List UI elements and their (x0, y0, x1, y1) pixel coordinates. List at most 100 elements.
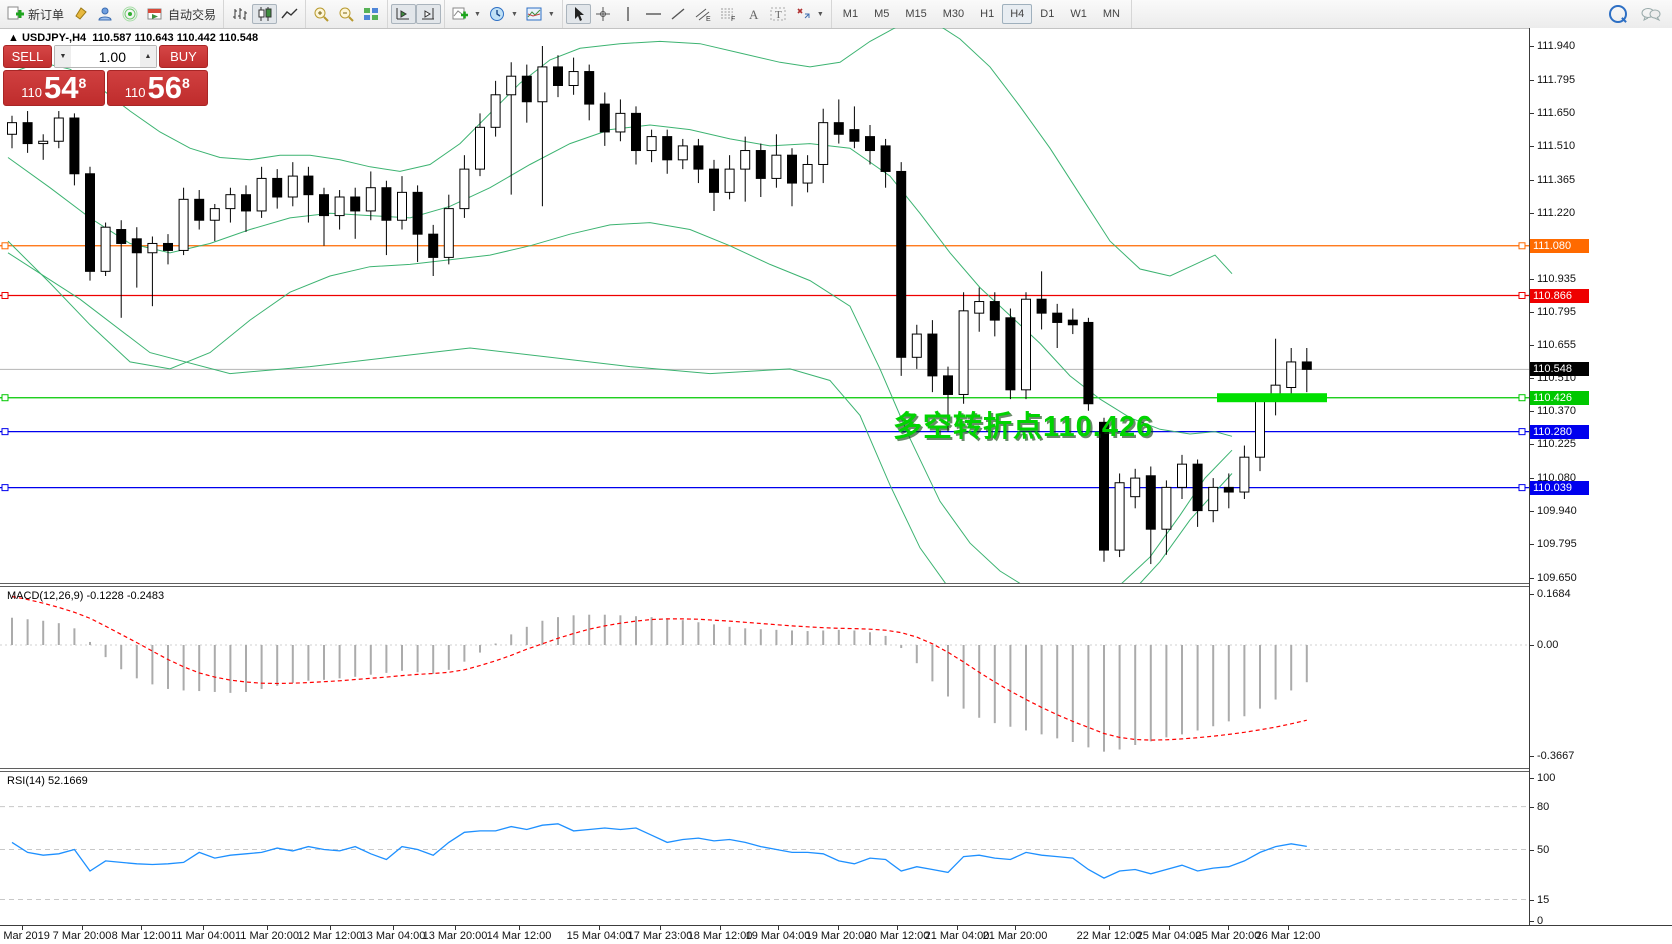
hline-handle[interactable] (1518, 484, 1526, 492)
tab-timeframe-h4[interactable]: H4 (1002, 4, 1033, 24)
search-icon[interactable] (1609, 5, 1627, 23)
volume-decrease-button[interactable]: ▼ (55, 46, 71, 67)
zoom-in-icon (313, 6, 330, 22)
tab-timeframe-w1[interactable]: W1 (1070, 8, 1087, 20)
buy-button[interactable]: BUY (159, 45, 208, 68)
price-tick (1530, 544, 1534, 546)
macd-panel-canvas[interactable] (0, 586, 1529, 768)
time-label: 18 Mar 12:00 (687, 930, 753, 942)
candle-body (1114, 482, 1125, 551)
indicators-button[interactable]: ▼ (448, 4, 485, 24)
candle-body (802, 163, 813, 184)
candle-body (116, 229, 127, 244)
zoom-out-button[interactable] (334, 4, 359, 24)
new-order-button[interactable]: 新订单 (3, 4, 68, 25)
profile-button[interactable] (93, 4, 118, 24)
periods-button[interactable]: ▼ (485, 4, 522, 24)
time-tick (519, 926, 520, 930)
candle-chart-button[interactable] (252, 4, 278, 24)
bar-chart-icon (231, 6, 248, 22)
tab-timeframe-m5[interactable]: M5 (874, 8, 890, 20)
candle-body (1005, 317, 1016, 391)
time-tick (330, 926, 331, 930)
candle-body (1161, 486, 1172, 530)
candle-body (1067, 319, 1078, 326)
price-tick (1530, 311, 1534, 313)
price-tick-label: 111.940 (1537, 40, 1576, 52)
channel-button[interactable]: E (691, 4, 716, 24)
trendline-icon (670, 6, 687, 22)
candle-body (209, 208, 220, 221)
price-tick (1530, 213, 1534, 215)
autotrading-button[interactable]: 自动交易 (143, 4, 220, 25)
price-badge: 110.039 (1530, 480, 1589, 495)
volume-increase-button[interactable]: ▲ (140, 46, 156, 67)
signal-button[interactable] (118, 4, 143, 24)
chart-shift-button[interactable] (391, 4, 417, 24)
styler-button[interactable] (68, 4, 93, 24)
current-price-badge: 110.548 (1530, 362, 1589, 377)
panel-separator[interactable] (0, 583, 1529, 587)
zoom-in-button[interactable] (309, 4, 334, 24)
candle-body (755, 150, 766, 179)
arrows-button[interactable]: ▼ (791, 4, 828, 24)
tab-timeframe-d1[interactable]: D1 (1040, 8, 1055, 20)
vertical-line-button[interactable] (616, 4, 641, 24)
hline-handle[interactable] (1518, 428, 1526, 436)
macd-tick-label: 0.00 (1537, 639, 1559, 651)
tab-timeframe-mn[interactable]: MN (1102, 8, 1120, 20)
price-tick (1530, 46, 1534, 47)
one-click-trading-panel: SELL ▼ 1.00 ▲ BUY 110 54 8 110 56 8 (3, 45, 208, 106)
main-chart-canvas[interactable] (0, 28, 1529, 583)
chat-icon[interactable] (1641, 6, 1661, 22)
buy-price-sup: 8 (181, 75, 190, 91)
panel-separator[interactable] (0, 768, 1529, 772)
cursor-button[interactable] (565, 4, 591, 24)
chart-shift-icon (395, 6, 412, 22)
green-trend-segment[interactable] (1217, 393, 1327, 403)
hline-handle[interactable] (1, 242, 9, 250)
time-tick (1015, 926, 1016, 930)
tab-timeframe-h1[interactable]: H1 (980, 8, 995, 20)
horizontal-line-button[interactable] (641, 4, 666, 24)
price-tick (1530, 79, 1534, 81)
price-axis[interactable]: 111.940 111.795 111.650 111.510 111.365 111.2… (1530, 28, 1672, 927)
rsi-panel-canvas[interactable] (0, 771, 1529, 925)
tab-timeframe-m1[interactable]: M1 (842, 8, 859, 20)
hline-handle[interactable] (1518, 394, 1526, 402)
arrows-caret-icon: ▼ (816, 10, 824, 18)
sell-button[interactable]: SELL (3, 45, 52, 68)
cursor-icon (570, 6, 587, 22)
bar-chart-button[interactable] (227, 4, 252, 24)
chart-annotation[interactable]: 多空转折点110.426 (893, 411, 1154, 443)
hline-handle[interactable] (1, 484, 9, 492)
fibonacci-button[interactable]: F (716, 4, 741, 24)
text-label-button[interactable]: T (766, 4, 791, 24)
trendline-button[interactable] (666, 4, 691, 24)
tile-windows-button[interactable] (359, 4, 384, 24)
candle-body (443, 208, 454, 258)
candle-body (849, 129, 860, 142)
buy-price-box[interactable]: 110 56 8 (106, 70, 208, 106)
price-tick (1530, 344, 1534, 346)
rsi-tick (1530, 849, 1534, 851)
styler-icon (72, 6, 89, 22)
auto-scroll-button[interactable] (416, 4, 442, 24)
volume-value[interactable]: 1.00 (98, 48, 126, 65)
text-button[interactable]: A (741, 4, 766, 24)
templates-button[interactable]: ▼ (522, 4, 559, 24)
price-tick-label: 110.370 (1537, 404, 1576, 417)
hline-handle[interactable] (1, 428, 9, 436)
tab-timeframe-m30[interactable]: M30 (942, 8, 965, 20)
hline-handle[interactable] (1, 394, 9, 402)
symbol-ohlc: 110.587 110.643 110.442 110.548 (92, 32, 259, 44)
candle-body (724, 168, 735, 193)
crosshair-button[interactable] (591, 4, 616, 24)
hline-handle[interactable] (1518, 292, 1526, 300)
hline-handle[interactable] (1518, 242, 1526, 250)
sell-price-box[interactable]: 110 54 8 (3, 70, 105, 106)
hline-handle[interactable] (1, 292, 9, 300)
tab-timeframe-m15[interactable]: M15 (905, 8, 927, 20)
line-chart-button[interactable] (277, 4, 302, 24)
